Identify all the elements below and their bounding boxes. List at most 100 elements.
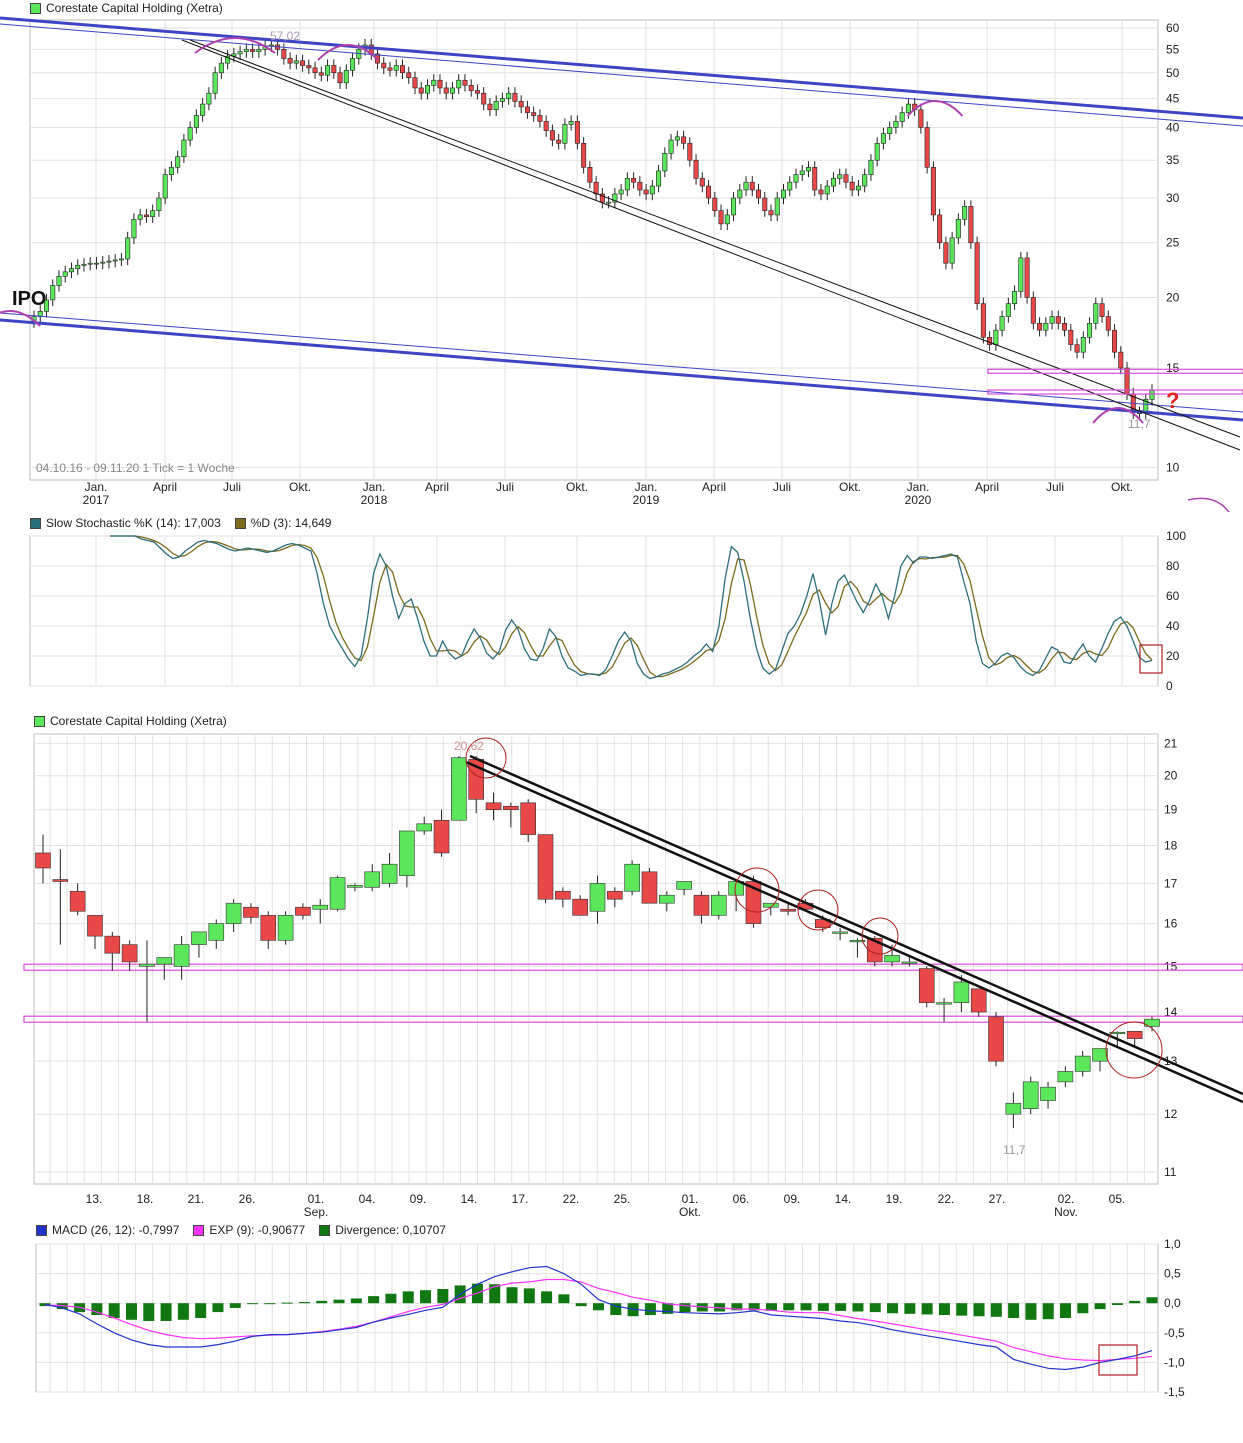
weekly-candle — [618, 189, 624, 195]
stoch-y-tick: 80 — [1166, 559, 1180, 573]
weekly-candle — [693, 159, 699, 179]
weekly-candle — [880, 133, 886, 144]
weekly-candle — [674, 136, 680, 141]
macd-y-tick: 1,0 — [1164, 1237, 1181, 1251]
daily-legend: Corestate Capital Holding (Xetra) — [34, 714, 227, 728]
daily-y-tick: 11 — [1164, 1165, 1177, 1179]
weekly-candle — [1068, 329, 1074, 345]
macd-divergence-bar — [160, 1303, 172, 1321]
weekly-x-tick: Juli — [496, 480, 514, 494]
weekly-x-tick: Jan. — [363, 480, 386, 494]
weekly-arc — [906, 100, 964, 117]
daily-candle — [1144, 1018, 1160, 1027]
weekly-candle — [168, 167, 174, 175]
macd-y-tick: -1,0 — [1164, 1355, 1185, 1369]
weekly-candle — [756, 189, 762, 199]
macd-legend: MACD (26, 12): -0,7997 EXP (9): -0,90677… — [36, 1223, 446, 1237]
weekly-candle — [606, 201, 612, 204]
weekly-candle — [468, 85, 474, 91]
lower-channel-line — [0, 318, 1243, 422]
weekly-candle — [1099, 303, 1105, 317]
daily-x-tick: 05. — [1109, 1192, 1126, 1206]
weekly-candle — [999, 316, 1005, 331]
stochastic-panel: Slow Stochastic %K (14): 17,003 %D (3): … — [0, 512, 1243, 698]
weekly-candle — [318, 72, 324, 76]
daily-candle — [121, 944, 138, 963]
weekly-candle — [793, 174, 799, 183]
weekly-candle — [462, 79, 468, 86]
weekly-candle — [193, 115, 199, 128]
legend-swatch-exp — [193, 1224, 205, 1236]
daily-candle — [1126, 1030, 1143, 1039]
weekly-candle — [855, 185, 861, 191]
weekly-candle — [637, 181, 643, 191]
daily-x-tick: 22. — [563, 1192, 580, 1206]
weekly-candle — [1087, 322, 1093, 338]
daily-candle — [87, 915, 103, 937]
daily-candle — [503, 805, 519, 811]
weekly-candle — [737, 189, 743, 199]
weekly-low-annotation: 11,7 — [1128, 417, 1151, 431]
macd-divergence-bar — [506, 1287, 518, 1304]
weekly-candle — [743, 181, 749, 191]
daily-candle — [485, 802, 502, 811]
daily-candle — [745, 881, 762, 924]
macd-y-tick: 0,0 — [1164, 1296, 1181, 1310]
weekly-candle — [300, 60, 306, 66]
stoch-y-tick: 60 — [1166, 589, 1180, 603]
weekly-x-tick: Okt. — [566, 480, 588, 494]
macd-divergence-bar — [1060, 1303, 1072, 1318]
legend-swatch-daily — [34, 715, 45, 727]
macd-divergence-bar — [368, 1296, 380, 1304]
weekly-candle — [718, 210, 724, 225]
macd-divergence-bar — [1111, 1303, 1123, 1305]
daily-candle — [849, 940, 866, 943]
daily-candle — [607, 890, 623, 900]
weekly-candle — [287, 58, 293, 64]
weekly-candle — [200, 103, 206, 116]
daily-downtrend-b — [465, 760, 1243, 1104]
macd-divergence-bar — [921, 1303, 933, 1315]
daily-support-box — [23, 1015, 1243, 1023]
daily-candle — [191, 931, 207, 945]
macd-divergence-bar — [333, 1299, 345, 1304]
weekly-candle — [393, 65, 399, 71]
weekly-candle — [1043, 322, 1049, 331]
weekly-plot-area — [29, 19, 1159, 481]
macd-y-tick: -1,5 — [1164, 1385, 1185, 1399]
stoch-y-tick: 100 — [1166, 529, 1186, 543]
macd-divergence-bar — [593, 1303, 604, 1311]
daily-candle — [277, 915, 294, 941]
daily-candle — [537, 834, 554, 900]
weekly-candle — [868, 159, 874, 175]
weekly-candle — [437, 79, 443, 89]
daily-candle — [936, 1002, 952, 1005]
weekly-x-tick: Juli — [1046, 480, 1064, 494]
macd-divergence-bar — [1146, 1297, 1158, 1304]
macd-divergence-bar — [817, 1303, 829, 1311]
weekly-candle — [1112, 329, 1118, 353]
macd-y-tick: -0,5 — [1164, 1326, 1185, 1340]
weekly-candle — [687, 142, 693, 161]
daily-candle — [329, 877, 346, 910]
weekly-candle — [106, 260, 112, 263]
weekly-candle — [137, 214, 143, 220]
macd-divergence-bar — [1094, 1303, 1106, 1310]
daily-y-tick: 16 — [1164, 917, 1178, 931]
daily-candle — [1040, 1086, 1056, 1101]
macd-divergence-bar — [281, 1302, 293, 1304]
downtrend-line-a — [181, 39, 1241, 451]
weekly-x-tick: April — [153, 480, 177, 494]
weekly-candle — [87, 262, 93, 265]
weekly-x-tick: Jan. — [85, 480, 108, 494]
weekly-candle — [181, 139, 187, 158]
weekly-candle — [418, 87, 424, 94]
weekly-candle — [681, 136, 687, 144]
weekly-candle — [343, 70, 349, 84]
macd-divergence-bar — [143, 1303, 155, 1321]
macd-divergence-bar — [835, 1303, 847, 1311]
weekly-panel: Corestate Capital Holding (Xetra) 10 15 20… — [0, 0, 1243, 541]
weekly-x-tick: Jan. — [635, 480, 658, 494]
weekly-candle — [593, 181, 599, 195]
macd-divergence-bar — [956, 1303, 968, 1316]
